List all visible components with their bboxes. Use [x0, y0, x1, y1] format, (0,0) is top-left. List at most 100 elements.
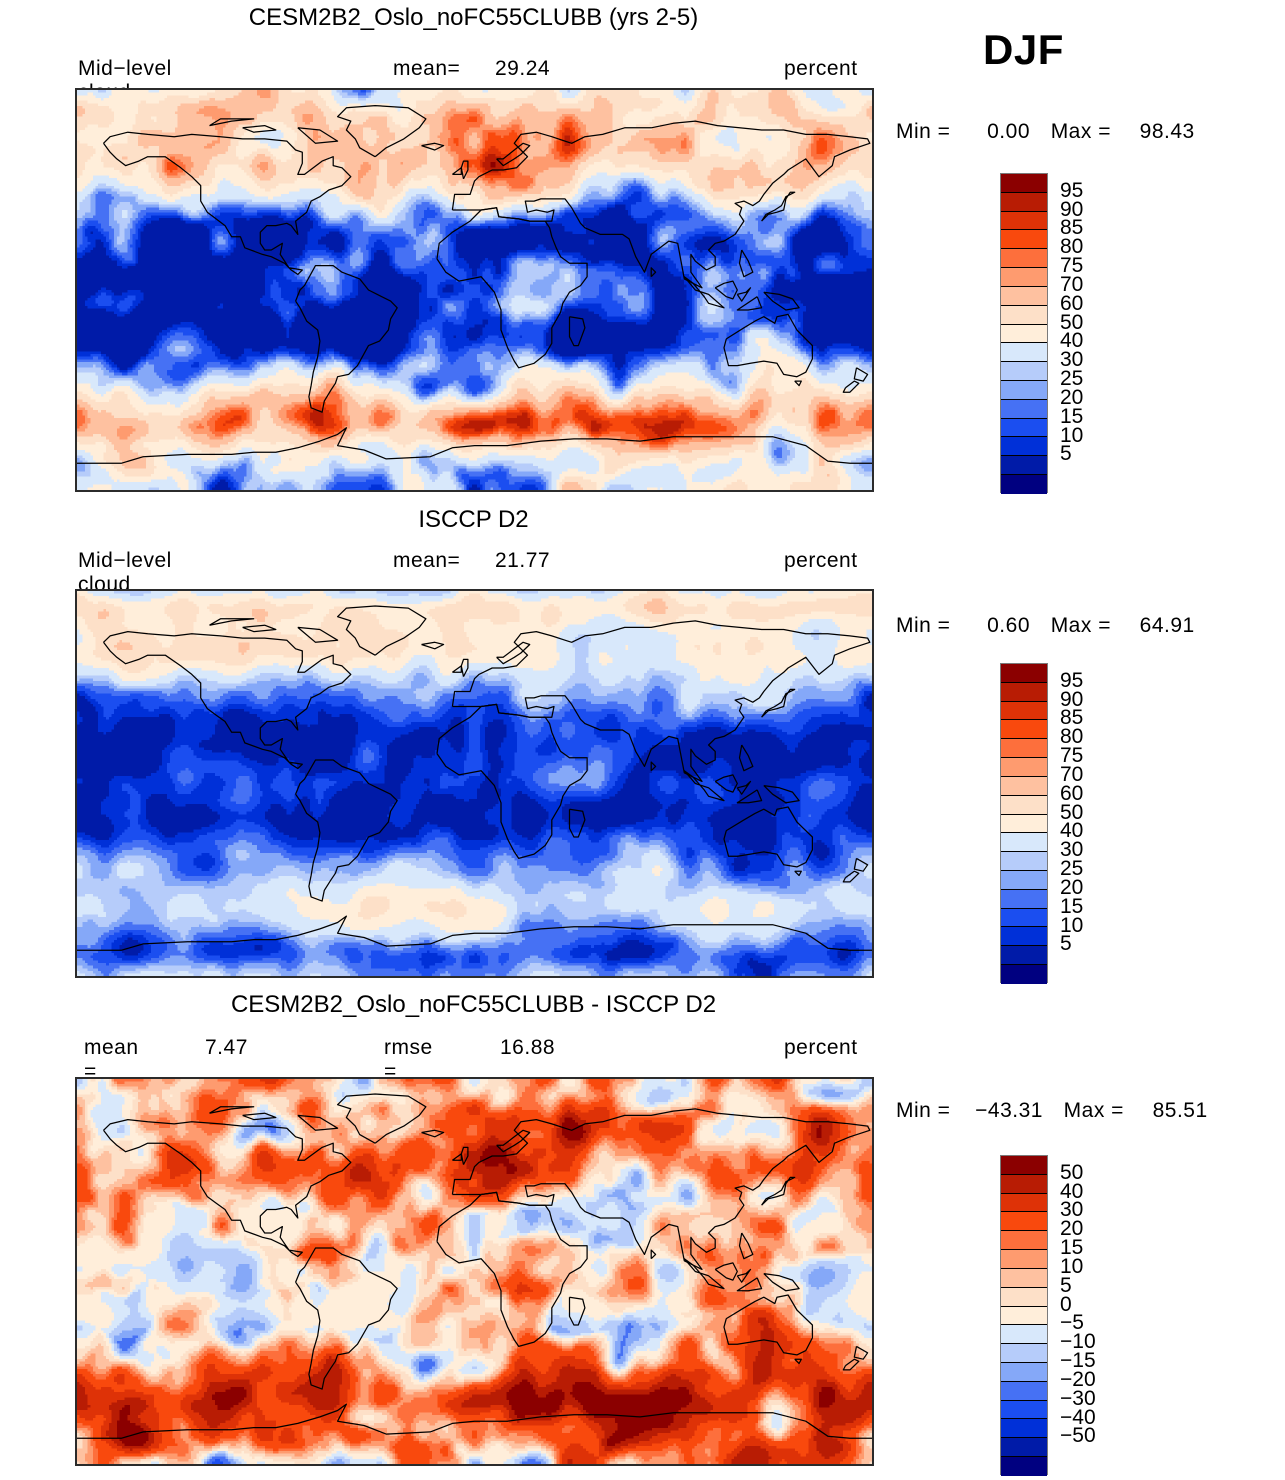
colorbar-tick-label: 95: [1060, 669, 1083, 693]
colorbar-swatch: [1001, 795, 1047, 815]
colorbar-swatch: [1001, 965, 1047, 984]
colorbar-tick-label: 25: [1060, 367, 1083, 391]
panel-diff-title: CESM2B2_Oslo_noFC55CLUBB - ISCCP D2: [75, 991, 872, 1019]
colorbar-diff: [1000, 1155, 1048, 1476]
colorbar-swatch: [1001, 682, 1047, 702]
colorbar-swatch: [1001, 758, 1047, 777]
colorbar-swatch: [1001, 1156, 1047, 1175]
panel-obs-mean-value: 21.77: [495, 549, 550, 573]
colorbar-tick-label: 80: [1060, 725, 1083, 749]
colorbar-swatch: [1001, 362, 1047, 381]
colorbar-tick-label: 50: [1060, 1161, 1083, 1185]
colorbar-tick-label: 15: [1060, 1236, 1083, 1260]
colorbar-swatch: [1001, 456, 1047, 475]
colorbar-swatch: [1001, 927, 1047, 947]
colorbar-swatch: [1001, 418, 1047, 438]
colorbar-tick-label: 50: [1060, 311, 1083, 335]
colorbar-swatch: [1001, 946, 1047, 965]
colorbar-tick-label: 70: [1060, 763, 1083, 787]
colorbar-swatch: [1001, 1419, 1047, 1439]
colorbar-swatch: [1001, 399, 1047, 419]
colorbar-tick-label: 90: [1060, 198, 1083, 222]
panel-diff-minmax: Min = −43.31 Max = 85.51: [896, 1099, 1208, 1123]
panel-model-mean-value: 29.24: [495, 57, 550, 81]
colorbar-tick-label: 60: [1060, 292, 1083, 316]
panel-obs-max-label: Max =: [1051, 614, 1111, 637]
panel-obs-max-value: 64.91: [1140, 614, 1195, 637]
colorbar-swatch: [1001, 1287, 1047, 1307]
colorbar-tick-label: 25: [1060, 857, 1083, 881]
panel-diff-min-value: −43.31: [975, 1099, 1043, 1122]
colorbar-model: [1000, 173, 1048, 494]
panel-diff-units: percent: [784, 1036, 858, 1060]
panel-model-mean-label: mean=: [393, 57, 460, 81]
colorbar-swatch: [1001, 286, 1047, 306]
map-diff[interactable]: [75, 1077, 874, 1466]
colorbar-tick-label: 85: [1060, 706, 1083, 730]
colorbar-tick-label: 30: [1060, 348, 1083, 372]
colorbar-tick-label: 60: [1060, 782, 1083, 806]
panel-model-min-value: 0.00: [987, 120, 1030, 143]
colorbar-swatch: [1001, 174, 1047, 193]
colorbar-tick-label: 10: [1060, 914, 1083, 938]
colorbar-swatch: [1001, 249, 1047, 269]
panel-model-title: CESM2B2_Oslo_noFC55CLUBB (yrs 2-5): [75, 4, 872, 32]
colorbar-swatch: [1001, 1381, 1047, 1401]
colorbar-tick-label: 5: [1060, 1274, 1072, 1298]
panel-diff-min-label: Min =: [896, 1099, 950, 1122]
colorbar-swatch: [1001, 268, 1047, 287]
panel-obs-mean-label: mean=: [393, 549, 460, 573]
colorbar-swatch: [1001, 664, 1047, 683]
colorbar-swatch: [1001, 1362, 1047, 1382]
colorbar-swatch: [1001, 475, 1047, 494]
colorbar-tick-label: 70: [1060, 273, 1083, 297]
panel-diff-rmse-value: 16.88: [500, 1036, 555, 1060]
colorbar-tick-label: −50: [1060, 1424, 1096, 1448]
colorbar-obs: [1000, 663, 1048, 984]
colorbar-swatch: [1001, 192, 1047, 212]
colorbar-swatch: [1001, 1231, 1047, 1251]
colorbar-swatch: [1001, 739, 1047, 759]
colorbar-tick-label: 30: [1060, 1198, 1083, 1222]
colorbar-tick-label: 40: [1060, 819, 1083, 843]
colorbar-swatch: [1001, 437, 1047, 457]
colorbar-swatch: [1001, 230, 1047, 250]
colorbar-swatch: [1001, 720, 1047, 740]
panel-obs-min-label: Min =: [896, 614, 950, 637]
panel-model-units: percent: [784, 57, 858, 81]
colorbar-swatch: [1001, 1250, 1047, 1269]
colorbar-swatch: [1001, 1400, 1047, 1420]
panel-obs-title: ISCCP D2: [75, 506, 872, 534]
colorbar-tick-label: −30: [1060, 1387, 1096, 1411]
colorbar-tick-label: 40: [1060, 1180, 1083, 1204]
panel-diff-max-value: 85.51: [1153, 1099, 1208, 1122]
colorbar-swatch: [1001, 852, 1047, 871]
colorbar-tick-label: 15: [1060, 405, 1083, 429]
colorbar-tick-label: 20: [1060, 1217, 1083, 1241]
colorbar-swatch: [1001, 1457, 1047, 1476]
colorbar-tick-label: 80: [1060, 235, 1083, 259]
colorbar-swatch: [1001, 870, 1047, 890]
colorbar-tick-label: 0: [1060, 1293, 1072, 1317]
colorbar-tick-label: −15: [1060, 1349, 1096, 1373]
colorbar-swatch: [1001, 1268, 1047, 1288]
colorbar-tick-label: 50: [1060, 801, 1083, 825]
panel-model-min-label: Min =: [896, 120, 950, 143]
season-label: DJF: [983, 26, 1064, 74]
colorbar-swatch: [1001, 1174, 1047, 1194]
colorbar-tick-label: 40: [1060, 329, 1083, 353]
colorbar-tick-label: 20: [1060, 386, 1083, 410]
panel-diff-max-label: Max =: [1064, 1099, 1124, 1122]
panel-model-max-value: 98.43: [1140, 120, 1195, 143]
map-obs[interactable]: [75, 589, 874, 978]
map-model[interactable]: [75, 88, 874, 492]
colorbar-swatch: [1001, 343, 1047, 363]
colorbar-tick-label: 10: [1060, 424, 1083, 448]
colorbar-tick-label: 30: [1060, 838, 1083, 862]
colorbar-swatch: [1001, 701, 1047, 721]
panel-model-max-label: Max =: [1051, 120, 1111, 143]
colorbar-swatch: [1001, 1325, 1047, 1345]
colorbar-swatch: [1001, 380, 1047, 400]
colorbar-tick-label: 90: [1060, 688, 1083, 712]
colorbar-swatch: [1001, 1193, 1047, 1213]
